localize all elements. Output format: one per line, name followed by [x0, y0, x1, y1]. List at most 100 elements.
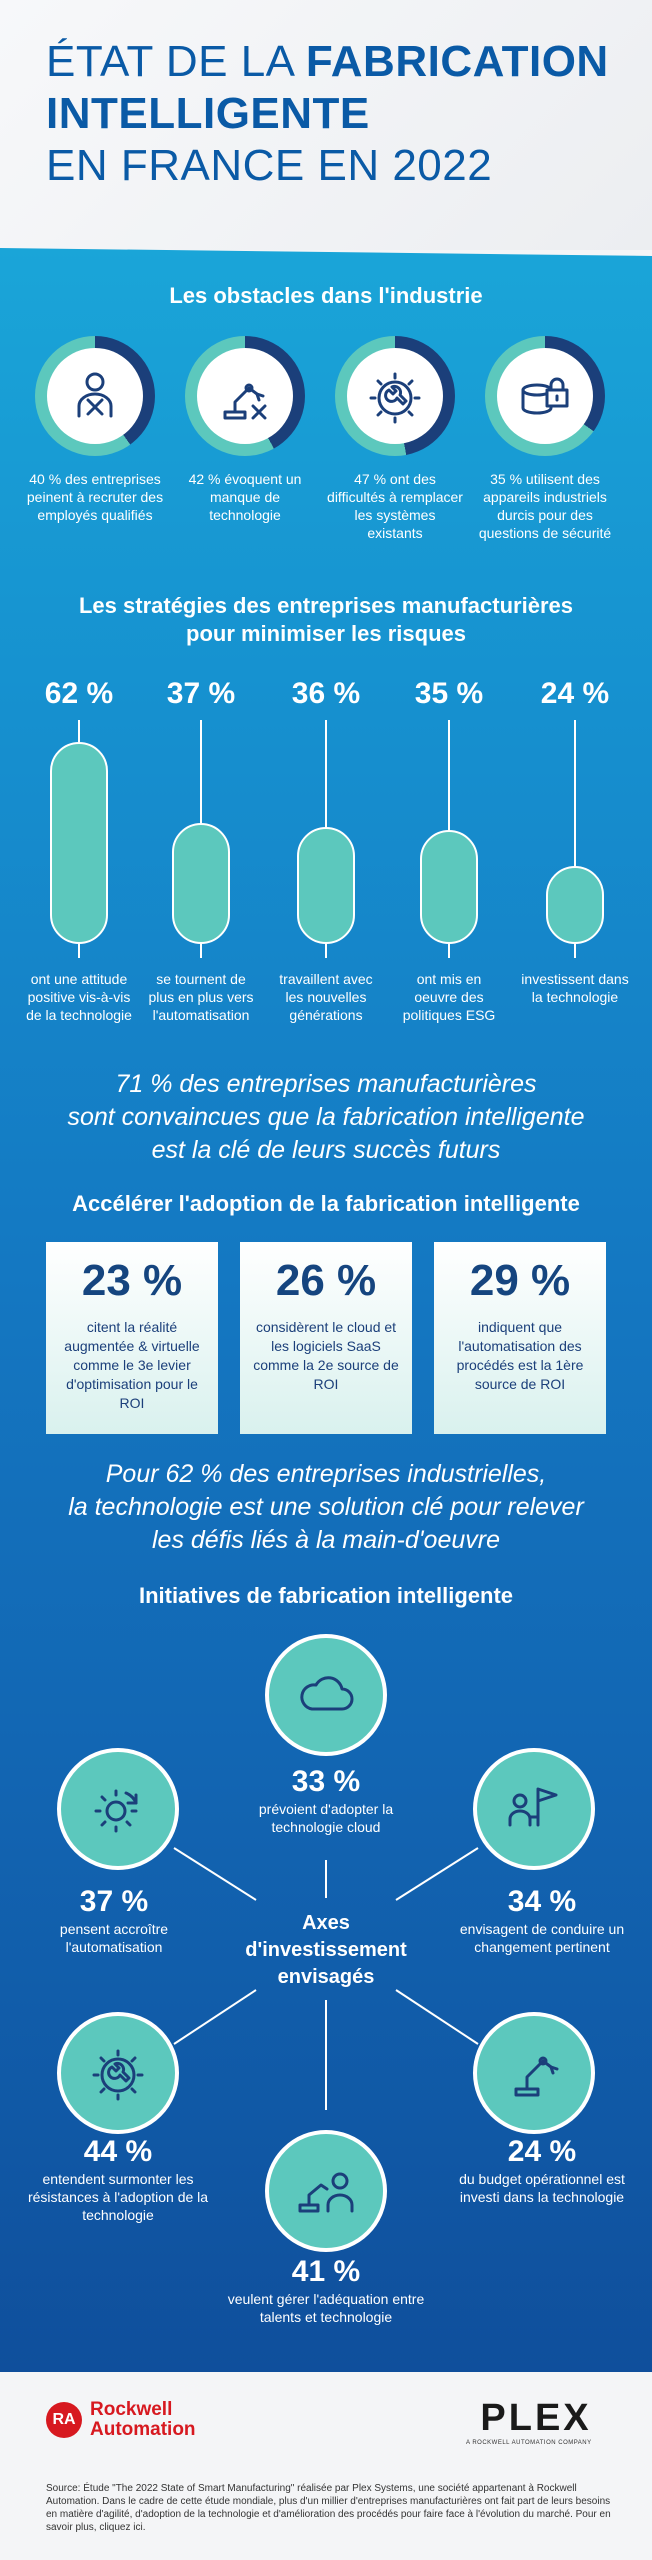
- strategy-item: 35 % ont mis en oeuvre des politiques ES…: [394, 676, 504, 1023]
- initiative-pct: 37 %: [79, 1885, 149, 1918]
- lock-device-icon: [521, 377, 569, 415]
- title-line1-bold: FABRICATION: [305, 37, 609, 86]
- obstacles-title: Les obstacles dans l'industrie: [169, 283, 483, 308]
- rockwell-name-line2: Automation: [90, 2419, 196, 2440]
- quote1-line1: 71 % des entreprises manufacturières: [115, 1070, 537, 1098]
- initiative-pct: 33 %: [291, 1765, 361, 1798]
- obstacle-ring: [335, 336, 455, 456]
- initiative-text: envisagent de conduire un changement per…: [459, 1921, 625, 1955]
- strategy-pct: 36 %: [291, 677, 361, 710]
- plex-logo: PLEX A ROCKWELL AUTOMATION COMPANY: [466, 2398, 592, 2446]
- title-line1-regular: ÉTAT DE LA: [46, 37, 306, 86]
- plex-subtitle: A ROCKWELL AUTOMATION COMPANY: [466, 2440, 592, 2446]
- adoption-text: indiquent que l'automatisation des procé…: [456, 1319, 584, 1392]
- initiative-pct: 24 %: [507, 2135, 577, 2168]
- strategies-title-line1: Les stratégies des entreprises manufactu…: [78, 593, 573, 618]
- quote1-line3: est la clé de leurs succès futurs: [151, 1136, 501, 1164]
- footer: [0, 2372, 652, 2560]
- rockwell-logo: RA Rockwell Automation: [46, 2400, 196, 2440]
- obstacle-text: 47 % ont des difficultés à remplacer les…: [327, 471, 463, 541]
- initiative-text: prévoient d'adopter la technologie cloud: [258, 1801, 394, 1835]
- initiative-text: pensent accroître l'automatisation: [59, 1921, 169, 1955]
- initiative-circle: [57, 2012, 179, 2134]
- obstacle-item: 47 % ont des difficultés à remplacer les…: [325, 336, 465, 542]
- strategy-pill: [420, 830, 478, 944]
- adoption-title: Accélérer l'adoption de la fabrication i…: [72, 1191, 580, 1216]
- plex-wordmark: PLEX: [480, 2397, 592, 2439]
- initiative-pct: 41 %: [291, 2255, 361, 2288]
- obstacle-ring: [485, 336, 605, 456]
- initiative-circle: [57, 1748, 179, 1870]
- strategy-pct: 37 %: [166, 677, 236, 710]
- obstacle-text: 35 % utilisent des appareils industriels…: [478, 471, 612, 541]
- obstacle-text: 40 % des entreprises peinent à recruter …: [26, 471, 164, 523]
- quote2-line3: les défis liés à la main-d'oeuvre: [152, 1526, 500, 1554]
- strategy-pill: [546, 866, 604, 944]
- page-title: ÉTAT DE LA FABRICATION INTELLIGENTE EN F…: [46, 36, 609, 192]
- title-line2: INTELLIGENTE: [46, 89, 370, 138]
- adoption-pct: 26 %: [275, 1256, 377, 1305]
- person-x-icon: [77, 372, 113, 418]
- initiative-text: du budget opérationnel est investi dans …: [459, 2171, 625, 2205]
- adoption-pct: 23 %: [81, 1256, 183, 1305]
- adoption-text: citent la réalité augmentée & virtuelle …: [64, 1319, 200, 1411]
- strategy-item: 37 % se tournent de plus en plus vers l'…: [146, 676, 256, 1023]
- adoption-box: 29 % indiquent que l'automatisation des …: [434, 1242, 606, 1434]
- strategy-label: travaillent avec les nouvelles génératio…: [279, 971, 373, 1023]
- strategy-pill: [50, 742, 108, 944]
- people-flag-icon: [508, 1787, 558, 1827]
- strategy-pct: 62 %: [44, 677, 114, 710]
- rockwell-name-line1: Rockwell: [90, 2399, 173, 2420]
- gear-wrench-icon: [92, 2049, 144, 2101]
- strategy-item: 62 % ont une attitude positive vis-à-vis…: [24, 676, 134, 1023]
- robot-arm-icon: [514, 2056, 559, 2097]
- rockwell-name: Rockwell Automation: [90, 2400, 196, 2440]
- initiatives-title: Initiatives de fabrication intelligente: [138, 1583, 514, 1608]
- strategy-label: ont mis en oeuvre des politiques ESG: [402, 971, 496, 1023]
- strategy-label: se tournent de plus en plus vers l'autom…: [148, 971, 254, 1023]
- quote2-line1: Pour 62 % des entreprises industrielles,: [105, 1460, 547, 1488]
- strategies-title: Les stratégies des entreprises manufactu…: [0, 592, 652, 648]
- quote-71: 71 % des entreprises manufacturières son…: [0, 1068, 652, 1167]
- strategy-label: investissent dans la technologie: [521, 971, 629, 1005]
- quote-62: Pour 62 % des entreprises industrielles,…: [0, 1458, 652, 1557]
- initiative-circle: [265, 1634, 387, 1756]
- initiative-circle: [473, 2012, 595, 2134]
- robot-arm-x-icon: [223, 383, 267, 420]
- obstacle-item: 40 % des entreprises peinent à recruter …: [25, 336, 165, 524]
- quote2-line2: la technologie est une solution clé pour…: [68, 1493, 584, 1521]
- adoption-box: 26 % considèrent le cloud et les logicie…: [240, 1242, 412, 1434]
- initiative-pct: 44 %: [83, 2135, 153, 2168]
- initiative-item: 44 % entendent surmonter les résistances…: [16, 2134, 220, 2224]
- obstacle-ring: [185, 336, 305, 456]
- source-text: Source: Étude "The 2022 State of Smart M…: [46, 2483, 611, 2533]
- strategy-pct: 35 %: [414, 677, 484, 710]
- robot-person-icon: [298, 2172, 354, 2213]
- center-label: Axes d'investissement envisagés: [245, 1912, 407, 1988]
- initiative-circle: [473, 1748, 595, 1870]
- header: ÉTAT DE LA FABRICATION INTELLIGENTE EN F…: [0, 0, 652, 250]
- cloud-icon: [300, 1676, 354, 1711]
- initiative-item: 24 % du budget opérationnel est investi …: [444, 2134, 640, 2206]
- adoption-pct: 29 %: [469, 1256, 571, 1305]
- gear-wrench-icon: [369, 372, 421, 424]
- obstacle-text: 42 % évoquent un manque de technologie: [188, 471, 302, 523]
- initiative-pct: 34 %: [507, 1885, 577, 1918]
- quote1-line2: sont convaincues que la fabrication inte…: [67, 1103, 585, 1131]
- initiative-circle: [265, 2130, 387, 2252]
- initiative-text: veulent gérer l'adéquation entre talents…: [227, 2291, 425, 2325]
- initiative-item: 41 % veulent gérer l'adéquation entre ta…: [206, 2254, 446, 2326]
- initiative-item: 34 % envisagent de conduire un changemen…: [444, 1884, 640, 1956]
- strategy-pill: [297, 827, 355, 944]
- strategy-pct: 24 %: [540, 677, 610, 710]
- initiative-text: entendent surmonter les résistances à l'…: [27, 2171, 209, 2223]
- gear-refresh-icon: [94, 1789, 138, 1833]
- strategy-item: 36 % travaillent avec les nouvelles géné…: [271, 676, 381, 1023]
- strategies-title-line2: pour minimiser les risques: [186, 621, 466, 646]
- strategy-item: 24 % investissent dans la technologie: [520, 676, 630, 1005]
- adoption-text: considèrent le cloud et les logiciels Sa…: [253, 1319, 399, 1392]
- initiative-item: 37 % pensent accroître l'automatisation: [24, 1884, 204, 1956]
- obstacle-item: 35 % utilisent des appareils industriels…: [475, 336, 615, 542]
- strategy-pill: [172, 823, 230, 944]
